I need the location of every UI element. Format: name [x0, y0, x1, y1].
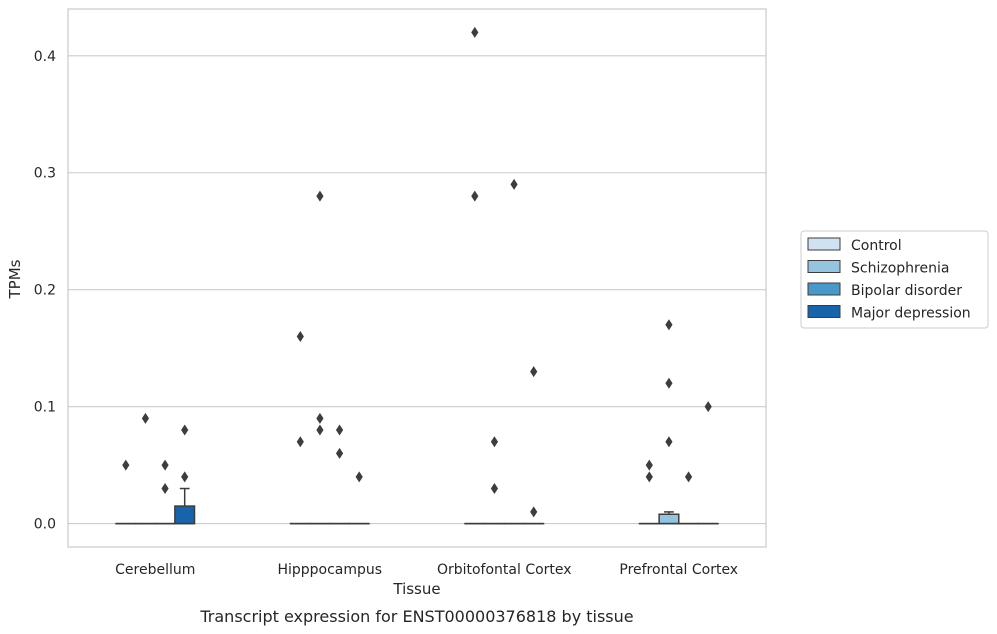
legend-swatch — [807, 282, 841, 296]
outlier-point — [316, 190, 324, 202]
chart-caption: Transcript expression for ENST0000037681… — [199, 607, 633, 626]
legend-label: Control — [851, 238, 902, 254]
outlier-point — [181, 424, 189, 436]
outlier-point — [510, 178, 518, 190]
legend-swatch — [807, 260, 841, 273]
outlier-point — [665, 319, 673, 331]
legend-label: Bipolar disorder — [851, 283, 962, 299]
outlier-point — [471, 190, 479, 202]
legend-label: Schizophrenia — [851, 261, 949, 277]
outlier-point — [161, 459, 169, 471]
legend-swatch — [807, 305, 841, 318]
outlier-point — [684, 471, 693, 483]
box-major-depression — [174, 487, 196, 525]
x-tick-label: Prefrontal Cortex — [619, 562, 738, 578]
outlier-point — [122, 459, 130, 471]
outlier-point — [355, 471, 363, 483]
legend-label: Major depression — [851, 306, 971, 322]
y-tick-label: 0.4 — [34, 49, 56, 65]
box-schizophrenia — [658, 511, 680, 525]
outlier-point — [296, 330, 304, 342]
outlier-point — [181, 471, 189, 483]
box-rect — [174, 505, 196, 525]
y-tick-label: 0.1 — [34, 400, 56, 416]
outlier-point — [645, 471, 653, 483]
outlier-point — [161, 483, 169, 495]
grid-lines — [68, 55, 766, 525]
outlier-point — [316, 412, 324, 424]
x-axis-label: Tissue — [392, 580, 440, 598]
outlier-points — [122, 26, 712, 518]
outlier-point — [141, 412, 150, 424]
legend-box — [800, 230, 989, 329]
x-tick-label: Cerebellum — [115, 562, 195, 578]
legend-swatch — [807, 237, 841, 251]
outlier-point — [530, 366, 538, 378]
x-tick-labels: Cerebellum Hipppocampus Orbitofontal Corte… — [115, 562, 738, 578]
x-tick-label: Orbitofontal Cortex — [437, 562, 572, 578]
y-tick-labels: 0.0 0.1 0.2 0.3 0.4 — [34, 49, 56, 533]
outlier-point — [704, 401, 712, 413]
plot-frame — [67, 8, 767, 548]
x-tick-label: Hipppocampus — [277, 562, 382, 578]
outlier-point — [296, 436, 304, 448]
outlier-point — [471, 26, 479, 38]
y-tick-label: 0.0 — [34, 517, 56, 533]
y-axis-label: TPMs — [6, 259, 24, 299]
box-plots — [115, 487, 719, 525]
outlier-point — [316, 424, 324, 436]
y-tick-label: 0.2 — [34, 283, 56, 299]
outlier-point — [645, 459, 653, 471]
outlier-point — [335, 447, 344, 459]
outlier-point — [665, 377, 673, 389]
box-rect — [658, 513, 680, 525]
outlier-point — [665, 436, 673, 448]
y-tick-label: 0.3 — [34, 166, 56, 182]
outlier-point — [530, 506, 538, 518]
legend: Control Schizophrenia Bipolar disorder Majo… — [800, 230, 989, 329]
outlier-point — [490, 483, 499, 495]
outlier-point — [490, 436, 499, 448]
outlier-point — [335, 424, 344, 436]
